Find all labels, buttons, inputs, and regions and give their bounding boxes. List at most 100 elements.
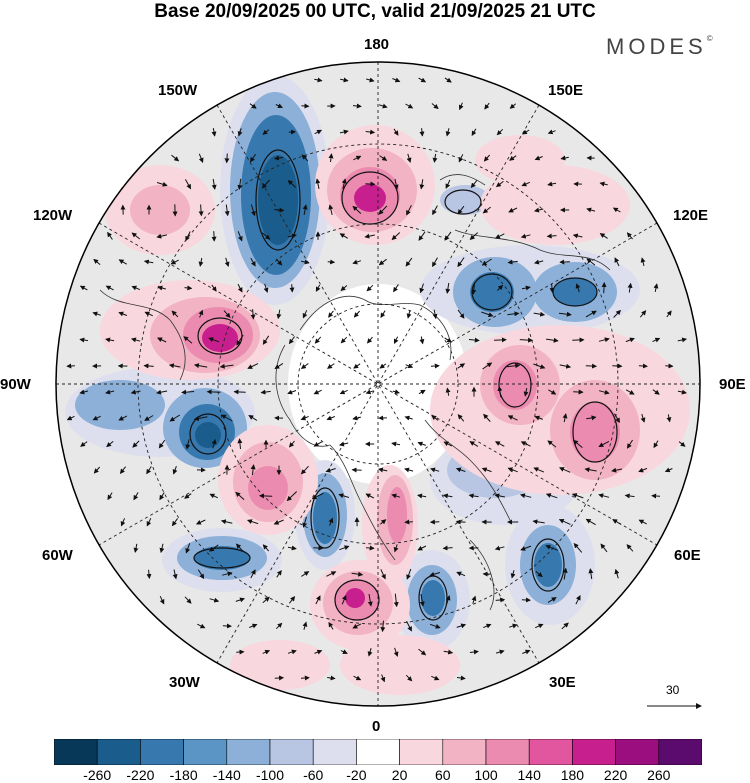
wind-vector-arrow bbox=[497, 385, 503, 398]
wind-vector-arrow bbox=[366, 545, 375, 551]
wind-vector-arrow bbox=[483, 413, 491, 422]
wind-vector-arrow bbox=[431, 415, 439, 421]
colorbar-tick-label: 60 bbox=[435, 767, 451, 783]
wind-vector-arrow bbox=[664, 467, 673, 473]
wind-vector-arrow bbox=[172, 569, 178, 580]
wind-vector-arrow bbox=[484, 102, 490, 110]
wind-vector-arrow bbox=[119, 466, 126, 474]
wind-vector-arrow bbox=[547, 440, 557, 448]
wind-vector-arrow bbox=[444, 77, 452, 83]
wind-vector-arrow bbox=[481, 467, 492, 473]
wind-vector-arrow bbox=[314, 129, 323, 135]
positive-anomaly-90E bbox=[430, 325, 690, 495]
wind-vector-arrow bbox=[638, 467, 648, 473]
wind-vector-arrow bbox=[133, 543, 139, 553]
wind-vector-arrow bbox=[262, 544, 270, 552]
wind-vector-arrow bbox=[495, 597, 506, 603]
wind-vector-arrow bbox=[198, 153, 204, 163]
wind-vector-arrow bbox=[393, 128, 399, 136]
colorbar-swatch bbox=[615, 739, 660, 765]
wind-vector-arrow bbox=[301, 571, 310, 577]
wind-vector-arrow bbox=[653, 440, 659, 449]
wind-vector-arrow bbox=[418, 77, 427, 83]
wind-vector-arrow bbox=[547, 181, 557, 187]
wind-vector-arrow bbox=[419, 179, 425, 190]
wind-vector-arrow bbox=[419, 283, 425, 294]
wind-vector-arrow bbox=[340, 649, 348, 654]
wind-vector-arrow bbox=[380, 674, 386, 683]
wind-vector-arrow bbox=[314, 77, 323, 83]
wind-vector-arrow bbox=[469, 441, 479, 447]
wind-vector-arrow bbox=[79, 285, 88, 291]
wind-vector-arrow bbox=[171, 310, 179, 318]
wind-vector-arrow bbox=[172, 466, 178, 475]
wind-vector-arrow bbox=[315, 178, 321, 189]
colorbar-swatch bbox=[356, 739, 400, 765]
wind-vector-arrow bbox=[274, 362, 284, 370]
colorbar-swatch bbox=[528, 739, 573, 765]
colorbar-tick-label: 100 bbox=[474, 767, 498, 783]
wind-vector-arrow bbox=[339, 233, 348, 239]
wind-vector-arrow bbox=[575, 595, 581, 605]
wind-vector-arrow bbox=[471, 595, 477, 604]
wind-vector-arrow bbox=[339, 545, 350, 551]
wind-vector-arrow bbox=[494, 441, 505, 447]
wind-vector-arrow bbox=[198, 309, 204, 318]
wind-vector-arrow bbox=[573, 542, 583, 553]
wind-vector-arrow bbox=[558, 311, 572, 317]
wind-vector-arrow bbox=[156, 389, 168, 395]
lon-label-120e: 120E bbox=[673, 207, 709, 224]
wind-vector-arrow bbox=[406, 309, 412, 319]
wind-vector-arrow bbox=[249, 103, 257, 109]
wind-vector-arrow bbox=[521, 285, 531, 291]
lon-label-0: 0 bbox=[372, 718, 381, 735]
wind-vector-arrow bbox=[547, 129, 556, 135]
lon-label-90e: 90E bbox=[719, 376, 746, 393]
wind-vector-arrow bbox=[585, 518, 596, 526]
wind-vector-arrow bbox=[211, 128, 217, 137]
wind-vector-arrow bbox=[445, 128, 451, 137]
colorbar-tick-label: -180 bbox=[169, 767, 198, 783]
wind-vector-arrow bbox=[302, 204, 308, 215]
wind-vector-arrow bbox=[443, 441, 453, 447]
wind-vector-arrow bbox=[445, 179, 451, 189]
wind-vector-arrow bbox=[457, 257, 465, 268]
wind-vector-arrow bbox=[327, 259, 336, 265]
wind-vector-arrow bbox=[405, 257, 413, 267]
wind-vector-arrow bbox=[157, 337, 167, 343]
wind-vector-arrow bbox=[131, 232, 141, 240]
wind-vector-arrow bbox=[507, 311, 520, 317]
wind-vector-arrow bbox=[678, 441, 686, 447]
positive-anomaly-70W bbox=[218, 425, 318, 535]
wind-vector-arrow bbox=[442, 493, 453, 499]
wind-vector-arrow bbox=[638, 363, 648, 369]
wind-vector-arrow bbox=[559, 363, 572, 369]
wind-vector-arrow bbox=[404, 415, 413, 421]
colorbar-swatch bbox=[183, 739, 228, 765]
wind-vector-arrow bbox=[286, 491, 298, 502]
wind-vector-arrow bbox=[614, 413, 620, 424]
wind-vector-arrow bbox=[625, 389, 635, 395]
wind-vector-arrow bbox=[406, 153, 412, 163]
wind-vector-arrow bbox=[288, 336, 296, 345]
wind-vector-arrow bbox=[640, 257, 646, 267]
wind-vector-arrow bbox=[133, 492, 139, 501]
wind-vector-arrow bbox=[457, 309, 465, 319]
wind-vector-arrow bbox=[495, 181, 504, 188]
wind-vector-arrow bbox=[224, 204, 230, 217]
wind-vector-arrow bbox=[521, 181, 531, 187]
wind-vector-arrow bbox=[562, 567, 568, 580]
wind-vector-arrow bbox=[507, 259, 518, 265]
wind-vector-arrow bbox=[300, 465, 309, 475]
wind-vector-arrow bbox=[185, 231, 191, 242]
wind-vector-arrow bbox=[328, 153, 334, 163]
wind-vector-arrow bbox=[301, 103, 310, 109]
wind-vector-arrow bbox=[520, 233, 531, 239]
wind-vector-arrow bbox=[445, 595, 451, 605]
wind-vector-arrow bbox=[571, 493, 584, 499]
wind-vector-arrow bbox=[535, 571, 543, 578]
wind-vector-arrow bbox=[405, 103, 414, 109]
wind-vector-arrow bbox=[508, 207, 518, 213]
wind-vector-arrow bbox=[533, 467, 545, 473]
wind-vector-arrow bbox=[143, 363, 154, 369]
